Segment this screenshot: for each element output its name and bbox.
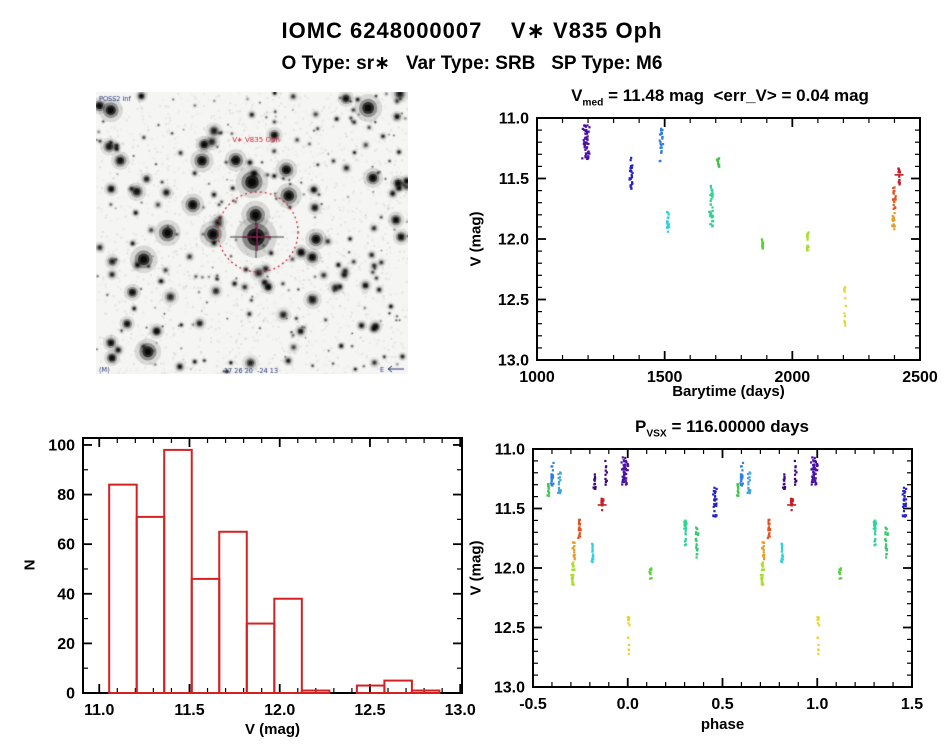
svg-text:2000: 2000: [775, 369, 811, 386]
finder-chart-image: [96, 92, 408, 374]
svg-text:12.0: 12.0: [498, 232, 529, 249]
phase-title: PVSX = 116.00000 days: [634, 417, 809, 440]
svg-text:11.5: 11.5: [174, 702, 204, 719]
svg-text:80: 80: [57, 487, 75, 504]
svg-text:13.0: 13.0: [445, 702, 476, 719]
svg-text:60: 60: [57, 537, 75, 554]
svg-text:12.0: 12.0: [494, 561, 525, 578]
svg-text:100: 100: [48, 437, 75, 454]
timeseries-xaxis-label: Barytime (days): [672, 383, 785, 400]
svg-text:-0.5: -0.5: [519, 696, 547, 713]
svg-text:11.5: 11.5: [495, 501, 525, 518]
page-subtitle: O Type: sr∗ Var Type: SRB SP Type: M6: [281, 53, 663, 74]
svg-text:12.5: 12.5: [494, 620, 525, 637]
svg-text:1.0: 1.0: [806, 696, 828, 713]
svg-text:0.0: 0.0: [617, 696, 639, 713]
svg-text:40: 40: [57, 586, 75, 603]
timeseries-plot: 1000 1500 2000 2500 11.0 11.5 12.0 12.5 13.0: [498, 111, 938, 387]
svg-text:11.0: 11.0: [495, 442, 525, 459]
svg-text:0: 0: [66, 686, 75, 703]
svg-text:1000: 1000: [519, 369, 555, 386]
phase-plot: -0.5 0.0 0.5 1.0 1.5 11.0 11.5 12.0 12.5 13.0: [494, 442, 923, 714]
timeseries-title: Vmed = 11.48 mag <err_V> = 0.04 mag: [571, 86, 869, 109]
svg-text:13.0: 13.0: [494, 680, 525, 697]
svg-text:12.5: 12.5: [498, 292, 529, 309]
svg-text:20: 20: [57, 636, 75, 653]
svg-text:11.0: 11.0: [84, 702, 114, 719]
svg-text:0.5: 0.5: [711, 696, 733, 713]
histogram-plot: 11.0 11.5 12.0 12.5 13.0 0 20 40 60 80 100: [48, 437, 476, 719]
histogram-xaxis-label: V (mag): [244, 721, 300, 738]
svg-text:12.0: 12.0: [264, 702, 295, 719]
svg-text:1500: 1500: [647, 369, 683, 386]
page-title: IOMC 6248000007 V∗ V835 Oph: [281, 18, 663, 43]
svg-text:2500: 2500: [902, 369, 938, 386]
phase-xaxis-label: phase: [700, 716, 745, 733]
svg-text:13.0: 13.0: [498, 353, 529, 370]
svg-text:1.5: 1.5: [901, 696, 923, 713]
svg-text:12.5: 12.5: [354, 702, 385, 719]
svg-text:11.0: 11.0: [499, 111, 529, 128]
svg-text:11.5: 11.5: [499, 171, 529, 188]
